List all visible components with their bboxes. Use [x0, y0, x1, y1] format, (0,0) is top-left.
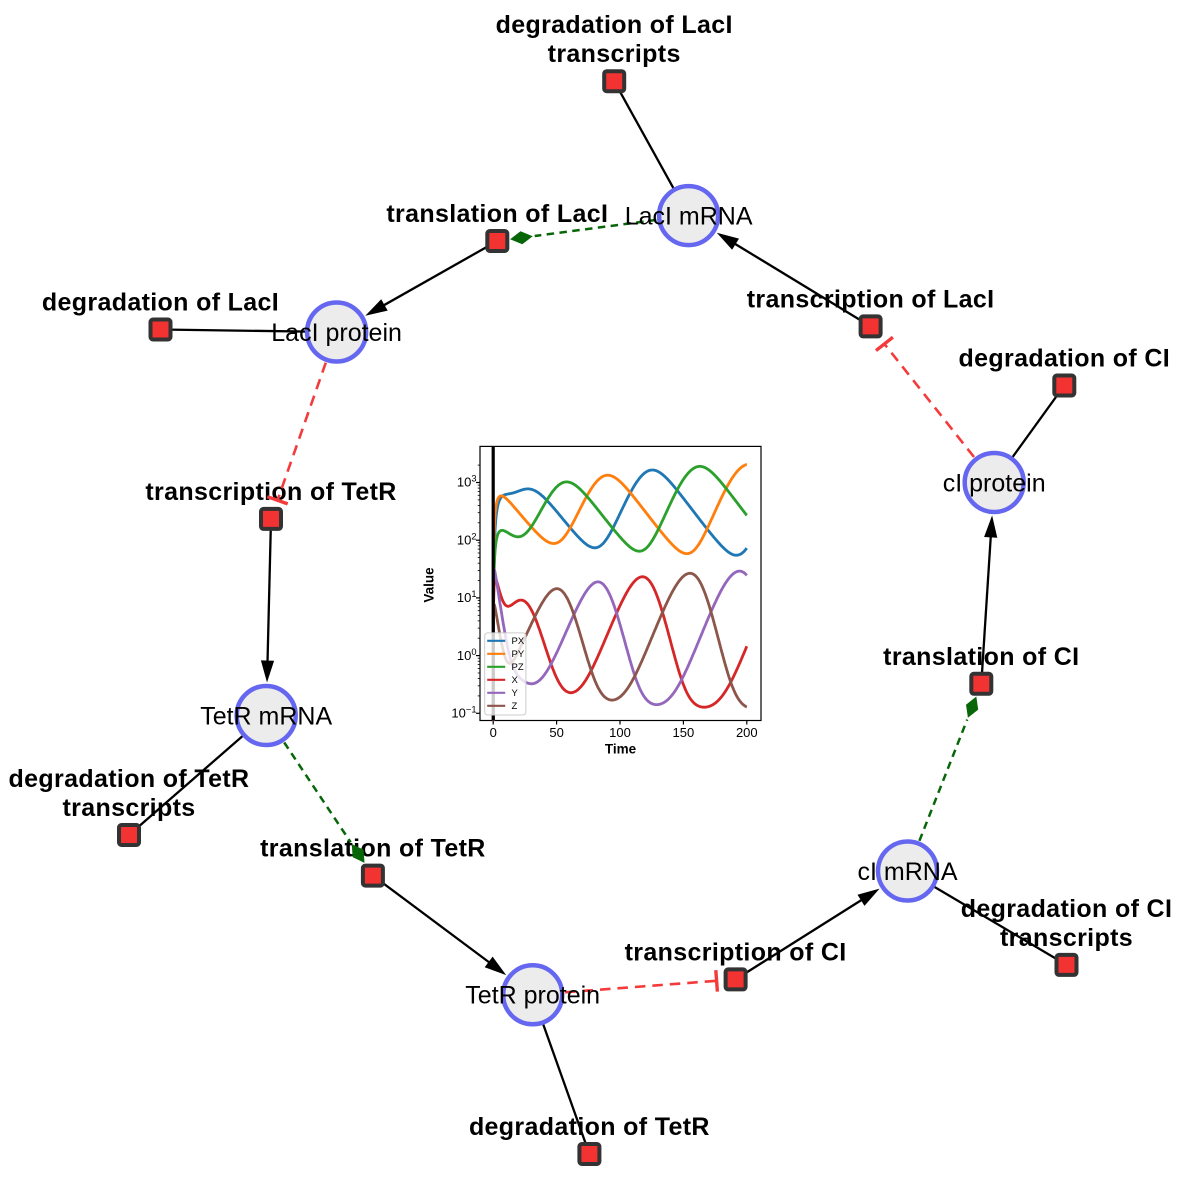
svg-text:transcription of TetR: transcription of TetR: [145, 478, 396, 506]
svg-text:X: X: [512, 675, 519, 686]
svg-text:transcription of CI: transcription of CI: [625, 938, 847, 966]
svg-text:200: 200: [736, 725, 758, 740]
svg-text:LacI mRNA: LacI mRNA: [625, 202, 753, 230]
svg-text:degradation of TetR: degradation of TetR: [469, 1113, 710, 1141]
svg-text:degradation of TetR: degradation of TetR: [9, 765, 250, 793]
svg-text:translation of CI: translation of CI: [883, 643, 1079, 671]
svg-text:100: 100: [609, 725, 631, 740]
svg-text:translation of TetR: translation of TetR: [260, 835, 486, 863]
svg-text:150: 150: [673, 725, 695, 740]
svg-text:Z: Z: [512, 701, 518, 712]
svg-text:PZ: PZ: [512, 662, 524, 673]
svg-text:cI protein: cI protein: [943, 469, 1046, 497]
svg-text:50: 50: [549, 725, 563, 740]
svg-text:TetR protein: TetR protein: [465, 982, 600, 1010]
svg-text:PY: PY: [512, 649, 525, 660]
svg-text:transcripts: transcripts: [62, 794, 195, 822]
svg-text:degradation of LacI: degradation of LacI: [42, 289, 279, 317]
svg-text:transcripts: transcripts: [548, 40, 681, 68]
svg-text:Y: Y: [512, 688, 519, 699]
svg-text:TetR mRNA: TetR mRNA: [200, 702, 332, 730]
svg-text:degradation of CI: degradation of CI: [959, 345, 1171, 373]
svg-text:0: 0: [490, 725, 497, 740]
svg-text:degradation of LacI: degradation of LacI: [496, 11, 733, 39]
svg-text:PX: PX: [512, 636, 525, 647]
svg-text:transcription of LacI: transcription of LacI: [747, 285, 995, 313]
svg-text:Value: Value: [421, 567, 436, 603]
svg-text:degradation of CI: degradation of CI: [961, 895, 1173, 923]
svg-text:LacI protein: LacI protein: [271, 319, 402, 347]
svg-text:cI mRNA: cI mRNA: [858, 858, 958, 886]
svg-text:translation of LacI: translation of LacI: [386, 200, 608, 228]
svg-text:Time: Time: [605, 742, 637, 757]
